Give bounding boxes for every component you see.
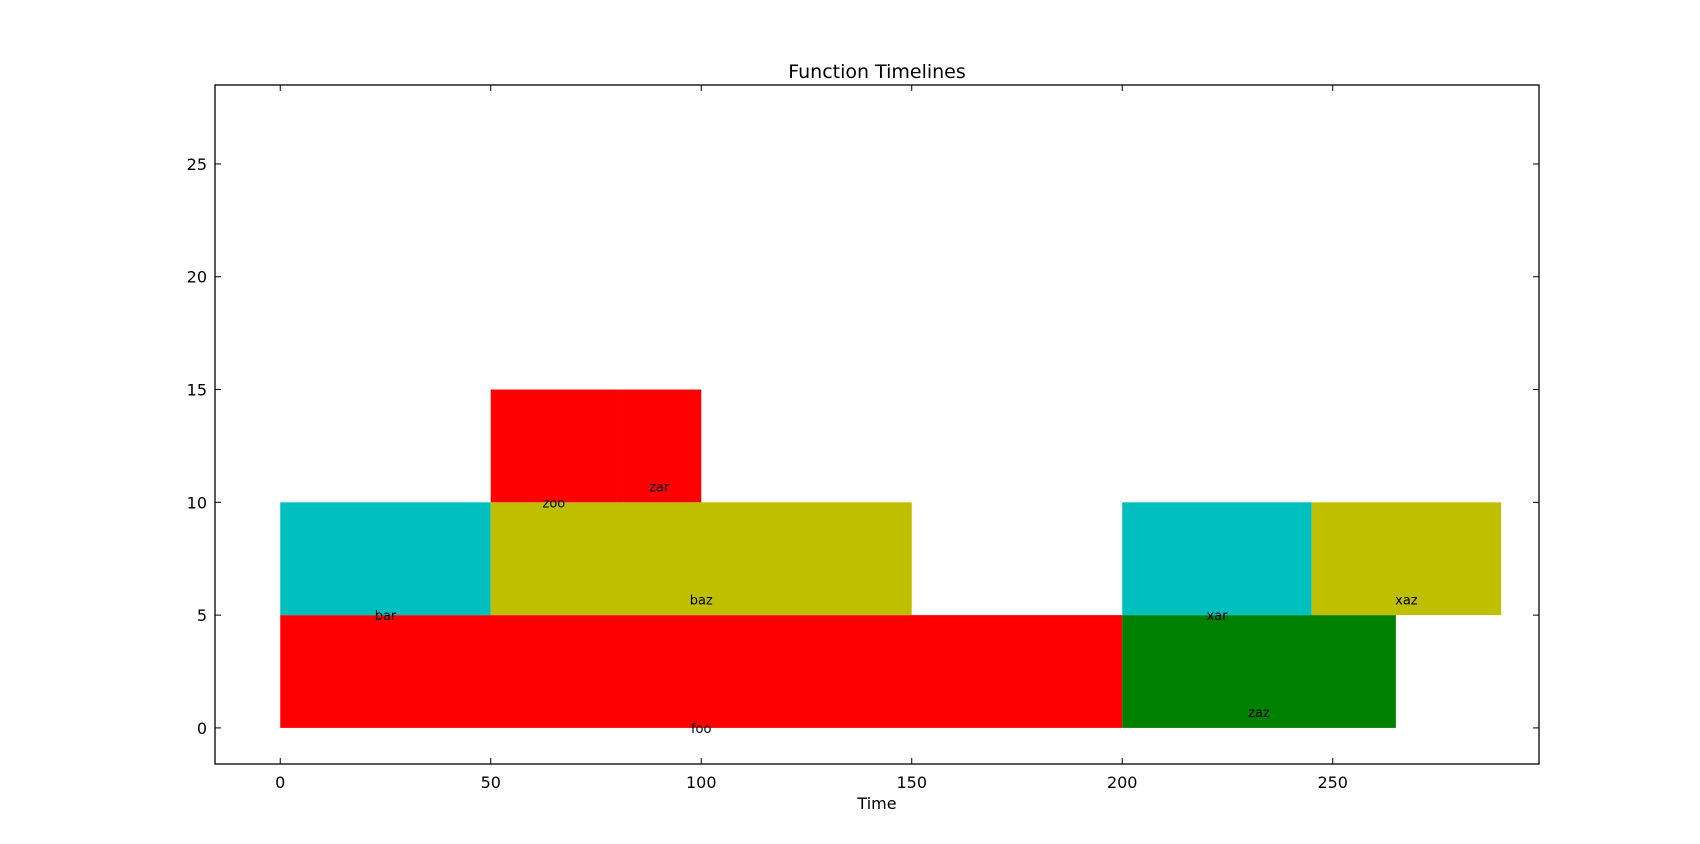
chart-title: Function Timelines (788, 61, 966, 83)
y-tick-label: 20 (187, 268, 207, 287)
bar-foo (280, 615, 1123, 728)
bar-label-foo: foo (691, 722, 712, 737)
bar-xar (1122, 502, 1312, 616)
x-tick-label: 0 (275, 773, 285, 792)
y-tick-label: 5 (197, 606, 207, 625)
x-axis-label: Time (856, 794, 896, 813)
bar-bar (280, 502, 491, 616)
x-tick-label: 100 (686, 773, 717, 792)
plot-frame (214, 84, 1540, 765)
bar-zaz (1122, 615, 1396, 728)
x-tick-label: 200 (1107, 773, 1138, 792)
y-tick-label: 25 (187, 155, 207, 174)
y-axis-ticks: 0 5 10 15 20 25 (187, 155, 1539, 738)
bar-label-zoo: zoo (543, 496, 566, 511)
bar-label-xar: xar (1206, 609, 1228, 624)
bar-label-xaz: xaz (1395, 593, 1418, 608)
bar-label-baz: baz (690, 593, 713, 608)
bars-layer (280, 389, 1502, 728)
bar-baz (490, 502, 912, 616)
bar-zoo (490, 389, 618, 503)
bar-label-zaz: zaz (1248, 706, 1270, 721)
y-tick-label: 0 (197, 719, 207, 738)
bar-labels-layer: foo zaz bar baz xar xaz zoo zar (375, 481, 1418, 737)
y-tick-label: 10 (187, 493, 207, 512)
x-axis-ticks: 0 50 100 150 200 250 (275, 85, 1348, 792)
bar-zar (617, 389, 702, 503)
x-tick-label: 250 (1317, 773, 1348, 792)
x-tick-label: 150 (896, 773, 927, 792)
bar-label-zar: zar (649, 481, 670, 496)
bar-label-bar: bar (375, 609, 397, 624)
y-tick-label: 15 (187, 381, 207, 400)
x-tick-label: 50 (481, 773, 501, 792)
bar-xaz (1311, 502, 1502, 616)
